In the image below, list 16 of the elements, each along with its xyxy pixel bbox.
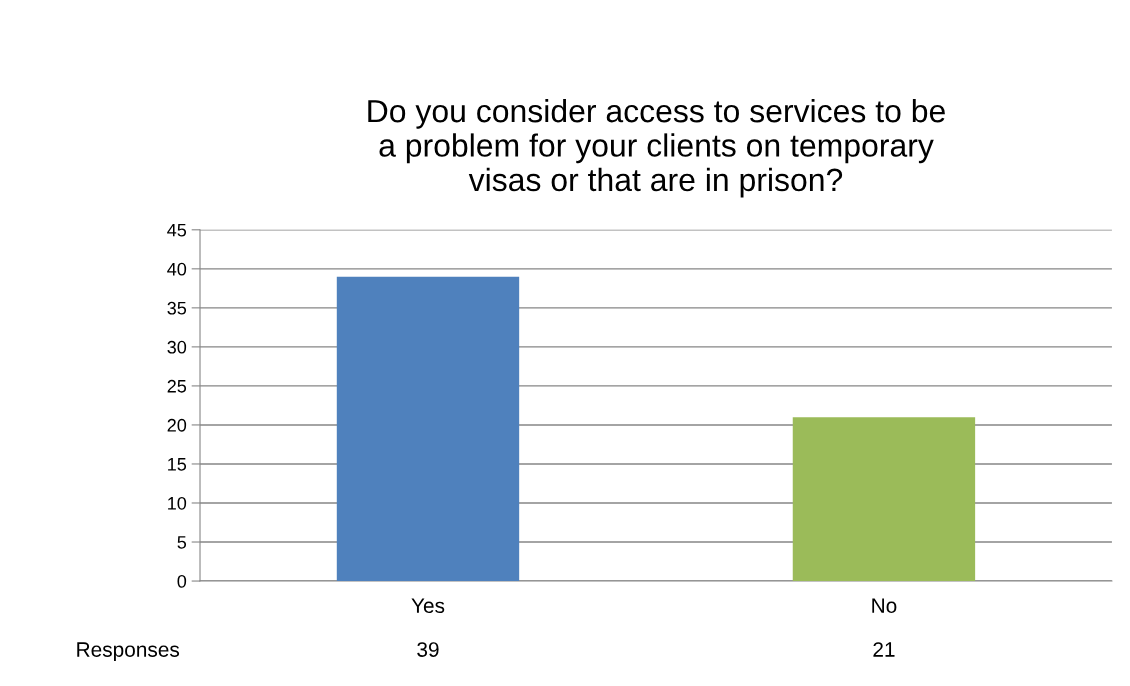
x-tick-label: No xyxy=(872,598,897,614)
y-tick-label: 10 xyxy=(168,496,187,510)
y-tick-label: 30 xyxy=(167,340,187,354)
y-tick-label: 45 xyxy=(167,223,187,237)
y-tick-label: 15 xyxy=(168,458,187,471)
x-tick-label: Yes xyxy=(411,598,445,614)
y-tick-label: 5 xyxy=(177,536,187,549)
y-tick-label: 20 xyxy=(167,418,187,432)
y-tick-label: 35 xyxy=(167,301,187,315)
chart-title: Do you consider access to services to be a problem for your clients on temporary visas or that are in prison? xyxy=(368,98,945,198)
data-label: 39 xyxy=(417,642,439,657)
data-label: 21 xyxy=(873,642,895,657)
y-tick-label: 40 xyxy=(167,262,187,276)
text: Responses xyxy=(77,642,180,661)
y-tick-label: 25 xyxy=(167,379,187,393)
y-tick-label: 0 xyxy=(177,574,187,588)
